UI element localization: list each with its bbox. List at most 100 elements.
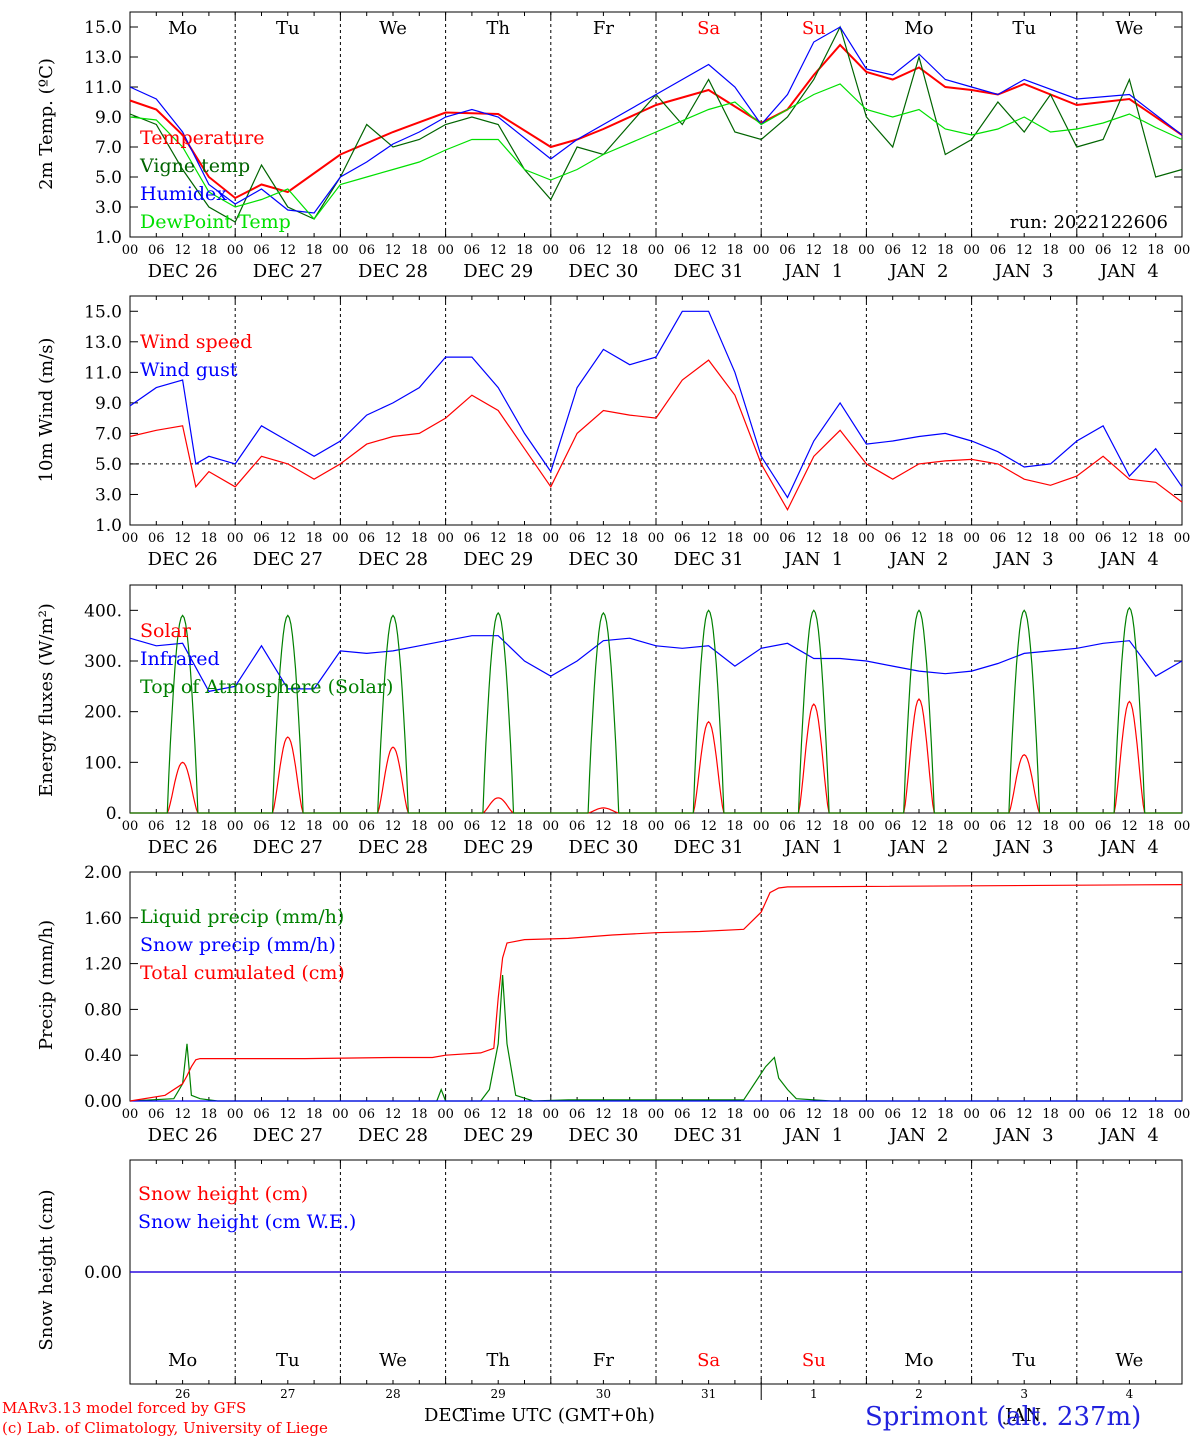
x-date-label: DEC 26	[148, 549, 218, 570]
x-hour-label: 12	[174, 1107, 191, 1122]
x-date-label: JAN 2	[888, 1125, 949, 1146]
y-tick-label: 13.0	[84, 48, 122, 68]
x-hour-label: 06	[358, 819, 375, 834]
x-hour-label: 00	[648, 1107, 665, 1122]
x-date-label: JAN 1	[782, 837, 843, 858]
x-hour-label: 12	[911, 819, 928, 834]
x-hour-label: 06	[464, 819, 481, 834]
x-date-label: DEC 27	[253, 837, 323, 858]
x-hour-label: 06	[990, 243, 1007, 258]
x-date-label: DEC 28	[358, 837, 428, 858]
x-hour-label: 00	[122, 1107, 139, 1122]
x-hour-label: 12	[1016, 531, 1033, 546]
x-hour-label: 18	[516, 243, 533, 258]
x-hour-label: 06	[253, 243, 270, 258]
x-hour-label: 00	[1174, 243, 1191, 258]
x-hour-label: 12	[911, 531, 928, 546]
x-hour-label: 18	[201, 819, 218, 834]
x-hour-label: 00	[858, 1107, 875, 1122]
x-hour-label: 12	[911, 1107, 928, 1122]
x-hour-label: 06	[674, 243, 691, 258]
y-tick-label: 7.0	[95, 138, 122, 158]
x-hour-label: 12	[911, 243, 928, 258]
x-hour-label: 06	[148, 1107, 165, 1122]
x-hour-label: 06	[569, 819, 586, 834]
y-tick-label: 0.	[106, 804, 122, 824]
x-hour-label: 06	[253, 819, 270, 834]
x-hour-label: 06	[148, 819, 165, 834]
x-date-label: DEC 29	[463, 261, 533, 282]
x-hour-label: 18	[411, 819, 428, 834]
x-date-label: JAN 4	[1098, 549, 1159, 570]
x-hour-label: 06	[779, 819, 796, 834]
x-date-label: DEC 30	[568, 1125, 638, 1146]
x-day-number: 27	[280, 1387, 295, 1401]
x-hour-label: 18	[411, 1107, 428, 1122]
x-hour-label: 06	[990, 531, 1007, 546]
y-axis-title: 2m Temp. (ºC)	[36, 58, 57, 190]
x-hour-label: 00	[858, 819, 875, 834]
x-date-label: JAN 4	[1098, 837, 1159, 858]
x-hour-label: 00	[227, 531, 244, 546]
weekday-label: Tu	[1012, 1350, 1036, 1371]
x-hour-label: 12	[490, 531, 507, 546]
x-hour-label: 06	[1095, 819, 1112, 834]
x-hour-label: 18	[306, 1107, 323, 1122]
x-date-label: DEC 26	[148, 837, 218, 858]
x-date-label: JAN 4	[1098, 1125, 1159, 1146]
weekday-label: Tu	[276, 1350, 300, 1371]
y-tick-label: 1.20	[84, 955, 122, 975]
x-hour-label: 00	[1069, 1107, 1086, 1122]
x-hour-label: 18	[937, 1107, 954, 1122]
x-hour-label: 12	[1016, 819, 1033, 834]
x-hour-label: 18	[832, 243, 849, 258]
x-hour-label: 06	[253, 531, 270, 546]
x-hour-label: 18	[1147, 531, 1164, 546]
x-date-label: JAN 1	[782, 549, 843, 570]
x-hour-label: 00	[122, 531, 139, 546]
x-hour-label: 00	[122, 819, 139, 834]
x-hour-label: 00	[543, 243, 560, 258]
x-date-label: DEC 30	[568, 837, 638, 858]
x-hour-label: 12	[1016, 243, 1033, 258]
x-hour-label: 00	[543, 1107, 560, 1122]
x-hour-label: 00	[648, 243, 665, 258]
x-hour-label: 12	[700, 531, 717, 546]
y-tick-label: 100.	[84, 753, 122, 773]
x-date-label: DEC 31	[674, 837, 744, 858]
x-hour-label: 12	[595, 531, 612, 546]
series-line-top-of-atmosphere-solar-	[130, 606, 1182, 814]
x-date-label: DEC 27	[253, 261, 323, 282]
y-tick-label: 13.0	[84, 333, 122, 353]
x-day-number: 30	[596, 1387, 611, 1401]
x-hour-label: 06	[884, 1107, 901, 1122]
x-hour-label: 18	[621, 531, 638, 546]
x-hour-label: 18	[1147, 243, 1164, 258]
x-hour-label: 18	[411, 531, 428, 546]
x-hour-label: 12	[700, 819, 717, 834]
legend-entry: Liquid precip (mm/h)	[140, 906, 344, 928]
x-hour-label: 00	[963, 531, 980, 546]
weekday-label: Th	[486, 1350, 510, 1371]
x-hour-label: 18	[621, 819, 638, 834]
x-hour-label: 12	[595, 819, 612, 834]
x-hour-label: 00	[1174, 819, 1191, 834]
x-hour-label: 12	[280, 819, 297, 834]
x-hour-label: 12	[385, 243, 402, 258]
x-hour-label: 12	[1121, 1107, 1138, 1122]
y-axis-title: Energy fluxes (W/m²)	[36, 603, 57, 797]
x-date-label: DEC 28	[358, 549, 428, 570]
y-tick-label: 0.40	[84, 1046, 122, 1066]
legend-entry: Wind speed	[140, 331, 252, 353]
y-tick-label: 0.00	[84, 1263, 122, 1283]
x-hour-label: 12	[490, 243, 507, 258]
x-axis-label: Time UTC (GMT+0h)	[460, 1405, 655, 1426]
x-hour-label: 18	[306, 819, 323, 834]
x-hour-label: 12	[280, 531, 297, 546]
y-tick-label: 1.60	[84, 909, 122, 929]
x-hour-label: 06	[884, 819, 901, 834]
x-hour-label: 18	[411, 243, 428, 258]
x-hour-label: 12	[595, 243, 612, 258]
x-hour-label: 00	[1069, 531, 1086, 546]
weekday-label: Tu	[1012, 18, 1036, 39]
